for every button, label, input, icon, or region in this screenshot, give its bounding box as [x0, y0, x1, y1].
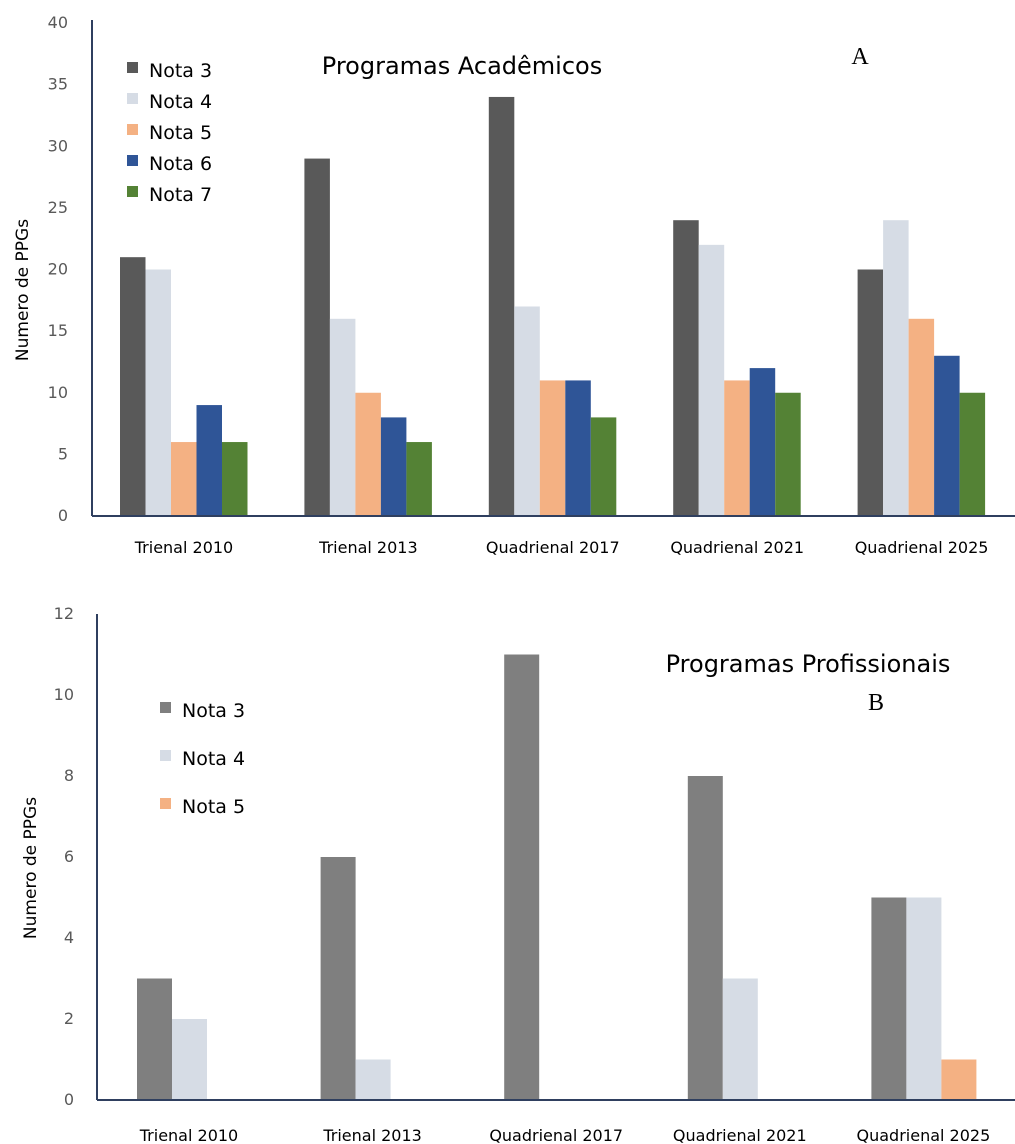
bar-nota-5-2: [539, 380, 566, 516]
y-tick-label: 30: [48, 136, 68, 155]
x-category-label: Quadrienal 2021: [670, 538, 804, 557]
bar-nota-6-2: [565, 380, 591, 516]
y-tick-label: 6: [64, 847, 74, 866]
bar-nota-7-4: [959, 392, 986, 516]
bar-nota-3-4: [857, 269, 884, 516]
bar-nota-5-3: [724, 380, 750, 516]
chart-profissionais: 0 2 4 6 8 10 12 Trienal 2010 Trienal 2013 Quadri…: [21, 604, 1015, 1144]
legend-swatch: [127, 93, 138, 104]
y-ticks-profissionais: 0 2 4 6 8 10 12: [54, 604, 74, 1109]
bar-nota-3-0: [137, 978, 172, 1100]
panel-label: A: [851, 44, 869, 70]
bar-nota-4-2: [514, 306, 540, 516]
bar-nota-7-1: [406, 442, 432, 516]
x-categories-profissionais: Trienal 2010 Trienal 2013 Quadrienal 2017 Q…: [139, 1126, 991, 1144]
bar-nota-3-3: [673, 220, 699, 516]
y-axis-label: Numero de PPGs: [13, 219, 33, 361]
bar-nota-4-4: [883, 220, 909, 516]
x-category-label: Trienal 2013: [322, 1126, 421, 1144]
bars-profissionais: [137, 654, 977, 1100]
bar-nota-4-3: [698, 244, 725, 516]
legend-label: Nota 7: [149, 184, 212, 206]
bar-nota-7-2: [590, 417, 617, 516]
legend-swatch: [127, 124, 138, 135]
bar-nota-3-2: [504, 654, 540, 1100]
bar-nota-4-4: [906, 897, 942, 1100]
bar-nota-3-1: [304, 158, 330, 516]
legend-swatch: [160, 702, 171, 713]
bar-nota-4-0: [145, 269, 171, 516]
y-tick-label: 8: [64, 766, 74, 785]
y-tick-label: 12: [54, 604, 74, 623]
y-tick-label: 20: [48, 260, 68, 279]
bar-nota-6-1: [380, 417, 407, 516]
y-tick-label: 5: [58, 444, 68, 463]
y-tick-label: 40: [48, 13, 68, 32]
bar-nota-5-1: [355, 392, 381, 516]
legend-label: Nota 5: [182, 796, 245, 818]
bar-nota-4-3: [722, 978, 758, 1100]
y-tick-label: 15: [48, 321, 68, 340]
bar-nota-5-0: [171, 442, 197, 516]
x-category-label: Quadrienal 2017: [489, 1126, 623, 1144]
x-category-label: Quadrienal 2021: [673, 1126, 807, 1144]
bar-nota-4-1: [355, 1059, 391, 1100]
y-tick-label: 25: [48, 198, 68, 217]
bar-nota-7-0: [222, 442, 248, 516]
legend-label: Nota 6: [149, 153, 212, 175]
bar-nota-5-4: [908, 318, 935, 516]
legend-label: Nota 4: [182, 748, 245, 770]
x-category-label: Trienal 2010: [139, 1126, 238, 1144]
legend-swatch: [160, 798, 171, 809]
chart-title: Programas Profissionais: [666, 650, 951, 678]
bar-nota-6-3: [749, 368, 776, 516]
y-ticks-academicos: 0 5 10 15 20 25 30 35 40: [48, 13, 68, 525]
chart-title: Programas Acadêmicos: [322, 52, 602, 80]
bars-academicos: [120, 96, 986, 516]
x-categories-academicos: Trienal 2010 Trienal 2013 Quadrienal 2017 Q…: [134, 538, 989, 557]
bar-nota-3-3: [687, 776, 723, 1100]
bar-nota-6-0: [196, 405, 222, 516]
y-tick-label: 0: [58, 506, 68, 525]
bar-nota-3-1: [320, 857, 356, 1100]
legend-swatch: [160, 750, 171, 761]
legend-academicos: Nota 3 Nota 4 Nota 5 Nota 6 Nota 7: [127, 60, 212, 206]
x-category-label: Quadrienal 2017: [486, 538, 620, 557]
legend-swatch: [127, 155, 138, 166]
legend-label: Nota 3: [149, 60, 212, 82]
panel-label: B: [868, 690, 884, 716]
bar-nota-6-4: [934, 355, 960, 516]
legend-swatch: [127, 62, 138, 73]
legend-label: Nota 3: [182, 700, 245, 722]
y-tick-label: 35: [48, 75, 68, 94]
x-category-label: Trienal 2010: [134, 538, 233, 557]
bar-nota-4-0: [172, 1019, 207, 1100]
y-tick-label: 10: [48, 383, 68, 402]
y-axis-label: Numero de PPGs: [21, 797, 41, 939]
legend-profissionais: Nota 3 Nota 4 Nota 5: [160, 700, 245, 818]
x-category-label: Quadrienal 2025: [855, 538, 989, 557]
legend-label: Nota 4: [149, 91, 212, 113]
legend-swatch: [127, 186, 138, 197]
bar-nota-5-4: [941, 1059, 977, 1100]
bar-nota-3-4: [871, 897, 907, 1100]
y-tick-label: 4: [64, 928, 74, 947]
bar-nota-3-2: [488, 96, 515, 516]
y-tick-label: 10: [54, 685, 74, 704]
x-category-label: Trienal 2013: [318, 538, 417, 557]
x-category-label: Quadrienal 2025: [857, 1126, 991, 1144]
bar-nota-4-1: [329, 318, 356, 516]
legend-label: Nota 5: [149, 122, 212, 144]
bar-nota-3-0: [120, 257, 146, 516]
y-tick-label: 2: [64, 1009, 74, 1028]
y-tick-label: 0: [64, 1090, 74, 1109]
bar-nota-7-3: [775, 392, 801, 516]
